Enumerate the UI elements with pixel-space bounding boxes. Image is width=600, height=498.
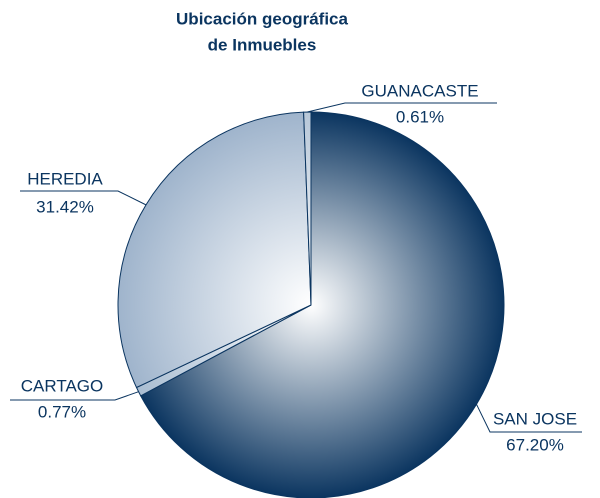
slice-label: CARTAGO bbox=[21, 376, 104, 395]
leader-line bbox=[476, 404, 582, 433]
value-label: 31.42% bbox=[36, 197, 94, 216]
chart-title: Ubicación geográfica bbox=[176, 9, 348, 28]
leader-line bbox=[10, 391, 139, 401]
slice-label: HEREDIA bbox=[27, 169, 103, 188]
pie-slice bbox=[140, 111, 505, 498]
value-label: 67.20% bbox=[506, 435, 564, 454]
slice-label: SAN JOSE bbox=[493, 409, 577, 428]
slice-label: GUANACASTE bbox=[361, 81, 478, 100]
value-label: 0.61% bbox=[396, 107, 444, 126]
leader-line bbox=[307, 102, 497, 113]
value-label: 0.77% bbox=[38, 402, 86, 421]
chart-title: de Inmuebles bbox=[208, 35, 317, 54]
pie-slice bbox=[117, 111, 312, 389]
leader-line bbox=[20, 190, 147, 206]
